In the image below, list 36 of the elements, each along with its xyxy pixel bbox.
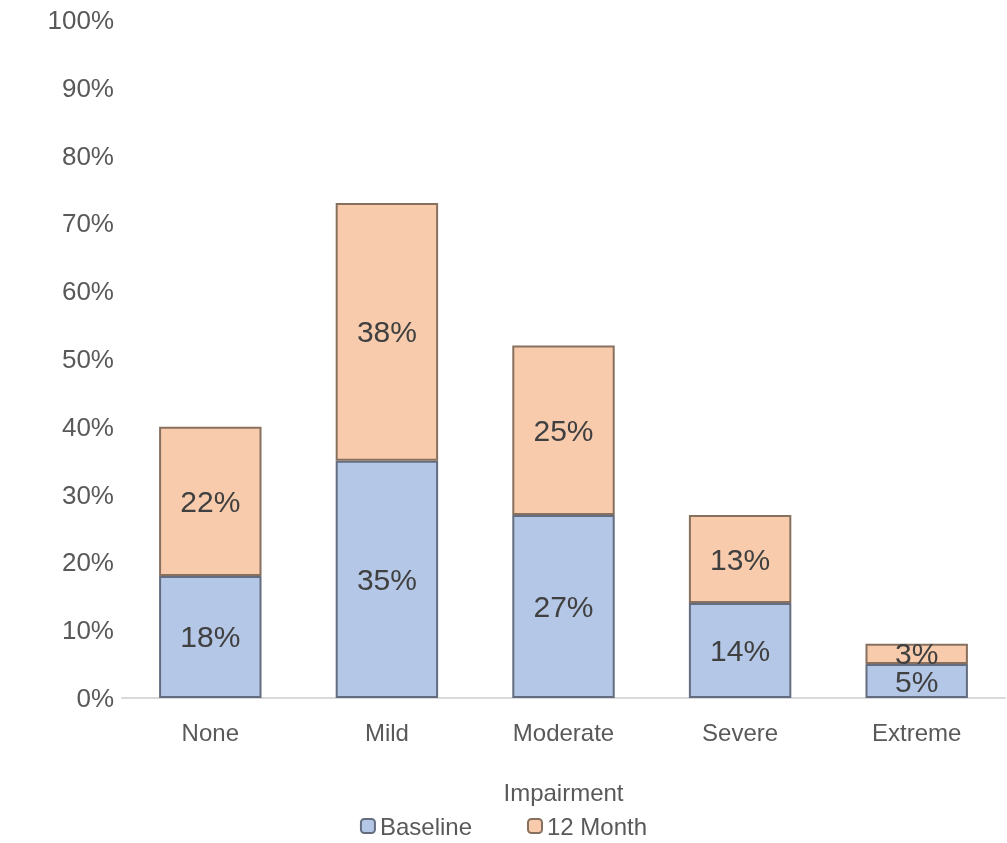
data-label: 14% [710,634,771,668]
bar [159,426,262,576]
data-label: 38% [356,315,417,349]
y-tick-label: 60% [61,276,114,307]
bar [688,603,792,698]
data-label: 13% [710,542,771,576]
y-tick-label: 90% [61,72,114,103]
bar [512,514,615,698]
bar [159,575,262,698]
y-tick-label: 70% [61,208,114,239]
data-label: 27% [533,589,594,623]
x-axis-title: Impairment [503,778,624,806]
x-tick-label: Moderate [512,718,615,746]
legend-label: Baseline [379,812,472,840]
y-tick-label: 100% [47,5,114,35]
y-tick-label: 30% [61,479,114,510]
legend-label: 12 Month [547,812,648,840]
bar [335,460,439,698]
data-label: 25% [533,413,594,447]
data-label: 5% [895,664,939,698]
y-tick-label: 10% [61,615,114,646]
x-tick-label: Extreme [872,718,962,746]
bar [512,345,615,515]
y-tick-label: 0% [76,683,114,713]
data-label: 35% [356,562,417,596]
x-tick-label: None [181,718,239,746]
data-label: 22% [180,484,241,518]
bar [688,514,792,604]
y-tick-label: 80% [61,140,114,171]
y-tick-label: 50% [61,344,114,374]
y-tick-label: 40% [61,411,114,442]
bar [335,203,439,461]
x-tick-label: Mild [364,718,409,746]
y-tick-label: 20% [61,547,114,578]
data-label: 18% [180,620,241,654]
x-tick-label: Severe [702,718,779,746]
